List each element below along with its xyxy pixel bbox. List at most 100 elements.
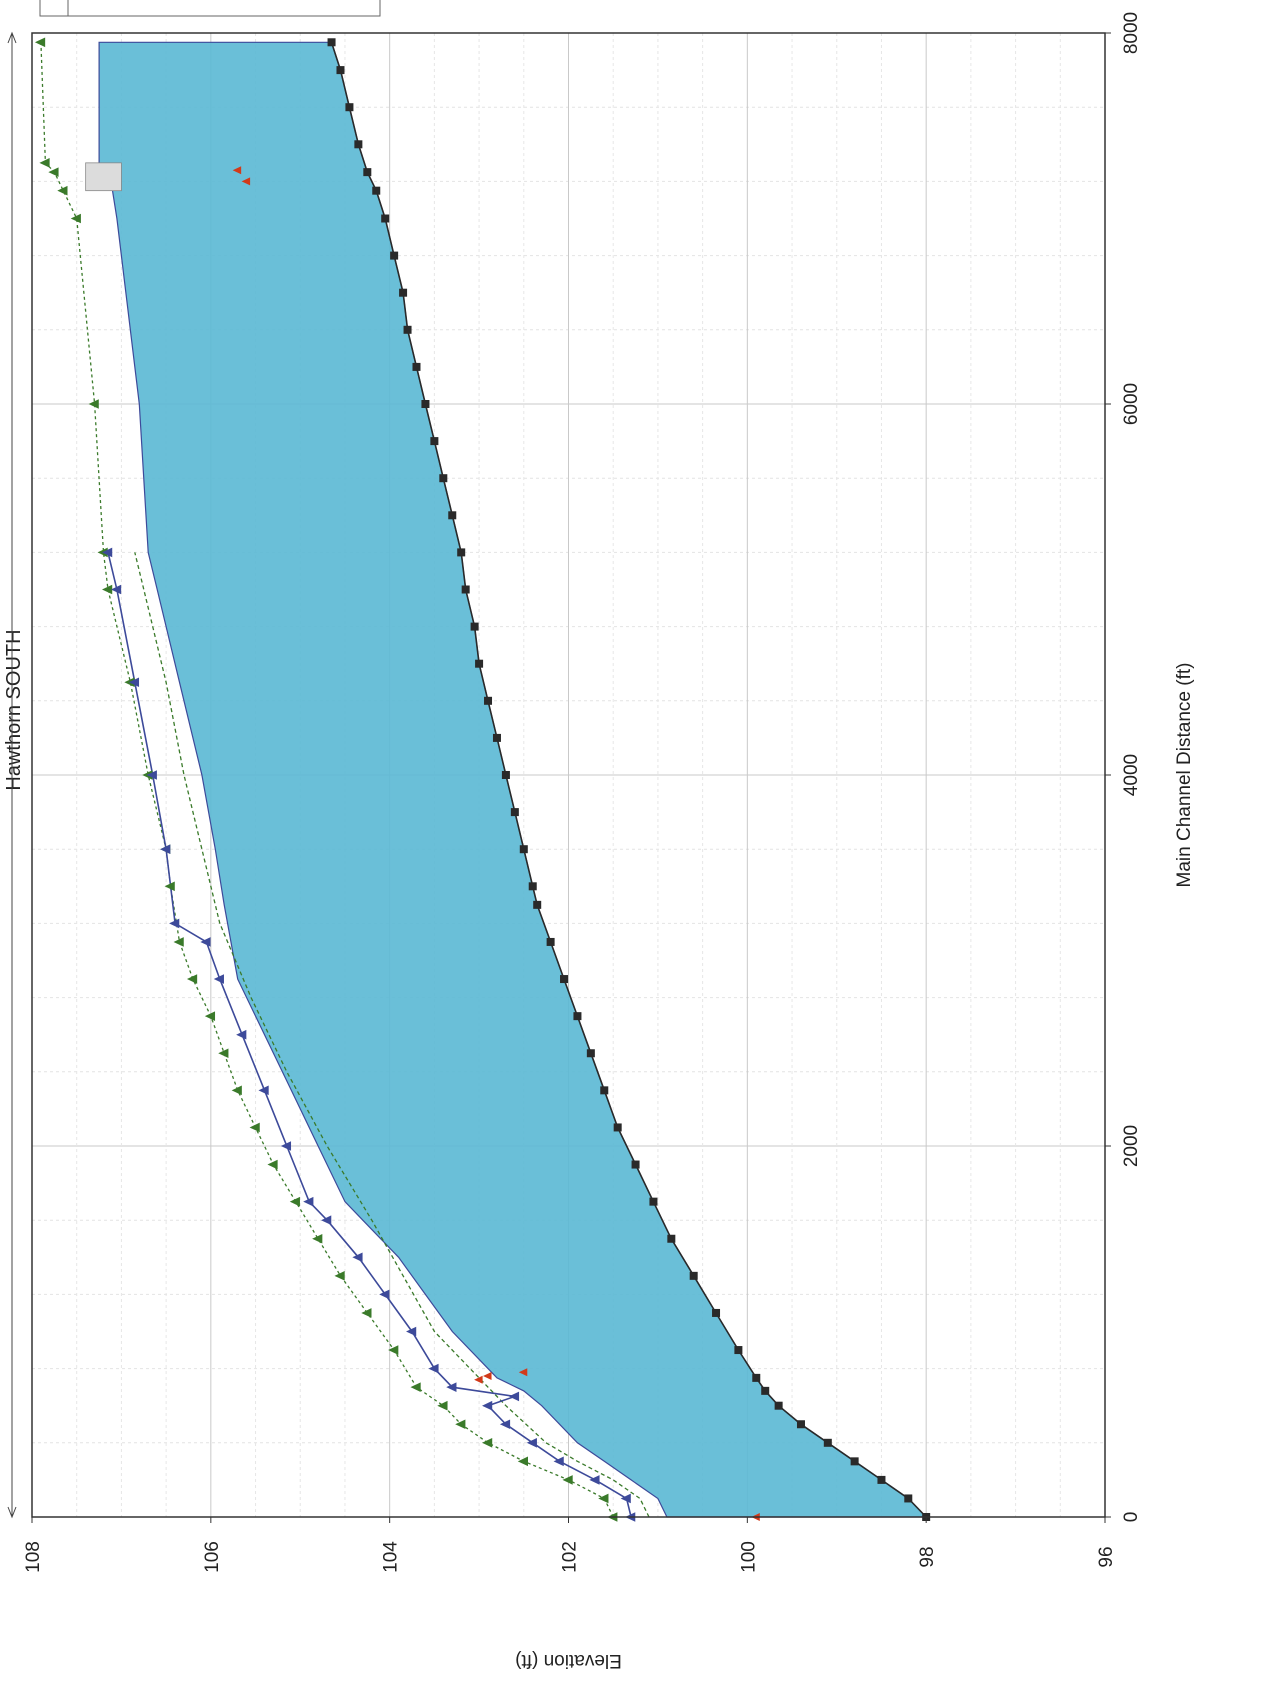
middle-profile-point [303,1196,314,1207]
upper-profile-point [482,1438,493,1448]
ground-point [546,937,555,946]
red-marker [474,1375,483,1384]
ground-point [475,659,484,668]
middle-profile-point [321,1215,332,1225]
middle-profile-point [428,1363,439,1374]
middle-profile-point [236,1029,247,1040]
ground-point [457,548,466,557]
upper-profile-point [437,1400,448,1411]
legend-box [39,0,381,17]
plot-frame [31,32,1111,1523]
title-group: Hawthorn SOUTH [0,31,25,1519]
middle-profile-point [406,1326,417,1337]
middle-profile-point [526,1438,537,1448]
middle-profile-point [446,1382,457,1392]
ground-point [649,1197,658,1206]
middle-profile-point [620,1493,631,1504]
upper-profile-point [249,1122,260,1133]
y-tick-label: 100 [738,1541,759,1573]
ground-point [761,1386,770,1395]
ground-point [519,845,528,854]
ground-point [390,251,399,260]
x-tick-label: 6000 [1121,383,1142,425]
ground-point [327,38,336,47]
ground-point [510,808,519,817]
ground-point [492,733,501,742]
ground-point [533,900,542,909]
upper-profile-point [186,974,198,984]
upper-profile-point [334,1271,345,1281]
middle-profile-point [213,974,224,984]
upper-profile-point [289,1196,300,1207]
y-tick-label: 98 [917,1546,938,1567]
upper-profile-point [48,167,59,177]
middle-profile-point [280,1141,292,1151]
ground-point [484,696,493,705]
red-marker [518,1368,528,1377]
upper-profile-point [312,1233,323,1244]
title-arrow-bottom [7,1506,17,1519]
middle-profile-point [110,584,122,595]
ground-point [461,585,470,594]
upper-profile-point [455,1419,466,1430]
x-axis-label: Main Channel Distance (ft) [1174,663,1195,888]
tick-labels: 0 2000 4000 6000 8000 96 98 100 102 104 106 108 [23,12,1142,1573]
ground-point [403,325,412,334]
upper-profile-point [410,1382,421,1392]
upper-profile-point [57,185,68,196]
ground-point [600,1086,609,1095]
upper-profile-point [218,1048,229,1059]
upper-profile-point [231,1085,242,1096]
axis-labels: Elevation (ft) Main Channel Distance (ft… [515,663,1195,1671]
dashed-profile-line [134,552,650,1518]
middle-profile-point [352,1252,363,1263]
upper-profile-point [39,158,50,168]
structure-rect [85,162,122,192]
ground-point [734,1346,743,1355]
ground-point [877,1475,886,1484]
ground-point [354,140,363,149]
ground-point [631,1160,640,1169]
red-marker [241,177,251,186]
middle-profile-point [169,918,180,929]
upper-profile-line [40,42,614,1518]
ground-point [712,1308,721,1317]
y-tick-label: 96 [1096,1546,1117,1567]
middle-profile-point [102,547,113,558]
ground-point [345,103,354,112]
ground-point [850,1457,859,1466]
x-tick-label: 2000 [1121,1125,1142,1167]
upper-profile-point [164,881,175,892]
y-axis-label: Elevation (ft) [515,1650,622,1671]
middle-profile-point [258,1085,269,1096]
middle-profile-point [553,1456,564,1467]
upper-profile-point [204,1011,216,1021]
ground-point [689,1271,698,1280]
middle-profile-point [160,844,171,854]
middle-profile-point [128,677,140,688]
ground-point [586,1049,595,1058]
title-arrow-top [7,31,17,44]
ground-point [528,882,537,891]
upper-profile-point [34,37,46,48]
upper-profile-point [361,1308,372,1318]
ground-point [573,1012,582,1021]
upper-profile-point [388,1345,399,1355]
ground-point [560,975,569,984]
ground-point [412,362,421,371]
ground-point [430,437,439,446]
middle-profile-point [379,1289,390,1300]
upper-profile-point [267,1159,278,1170]
ground-point [470,622,479,631]
ground-point [336,66,345,75]
y-tick-label: 102 [560,1541,581,1573]
middle-profile-line [107,552,632,1518]
upper-profile-point [102,584,113,595]
ground-point [774,1401,783,1410]
upper-profile-point [598,1493,609,1504]
ground-point [613,1123,622,1132]
middle-profile-point [482,1400,493,1411]
ground-point [448,511,457,520]
ground-point [501,771,510,779]
upper-profile-point [517,1456,528,1467]
